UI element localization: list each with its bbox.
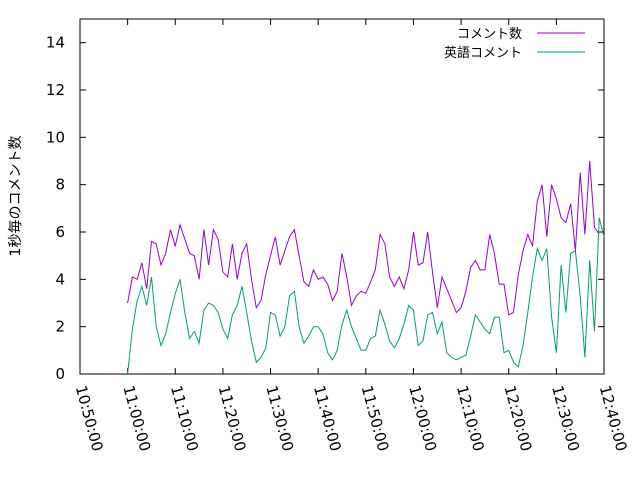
x-tick-label: 11:20:00	[215, 384, 250, 454]
x-tick-label: 11:50:00	[358, 384, 393, 454]
y-tick-label: 2	[55, 318, 65, 336]
x-tick-label: 11:40:00	[310, 384, 345, 454]
y-tick-label: 14	[46, 34, 65, 52]
series-line-2	[127, 217, 605, 375]
legend-label-2: 英語コメント	[444, 45, 522, 61]
x-tick-label: 12:00:00	[405, 384, 440, 454]
y-tick-label: 4	[55, 270, 65, 288]
y-tick-label: 10	[46, 128, 65, 146]
y-tick-label: 8	[55, 176, 65, 194]
legend-label-1: コメント数	[457, 27, 522, 42]
x-tick-label: 12:10:00	[453, 384, 488, 454]
y-tick-label: 12	[46, 81, 65, 99]
x-tick-label: 11:30:00	[262, 384, 297, 454]
series-layer	[127, 160, 605, 375]
y-axis-label: 1秒毎のコメント数	[8, 136, 24, 257]
x-tick-label: 10:50:00	[72, 384, 107, 454]
x-tick-label: 12:40:00	[596, 384, 631, 454]
x-tick-label: 12:30:00	[548, 384, 583, 454]
y-axis: 0 2 4 6 8 10 12 14	[46, 34, 604, 383]
series-line-1	[127, 160, 600, 316]
x-tick-label: 11:10:00	[167, 384, 202, 454]
x-tick-label: 12:20:00	[501, 384, 536, 454]
plot-frame	[79, 18, 605, 375]
y-tick-label: 6	[55, 223, 65, 241]
x-tick-label: 11:00:00	[119, 384, 154, 454]
y-tick-label: 0	[55, 365, 65, 383]
